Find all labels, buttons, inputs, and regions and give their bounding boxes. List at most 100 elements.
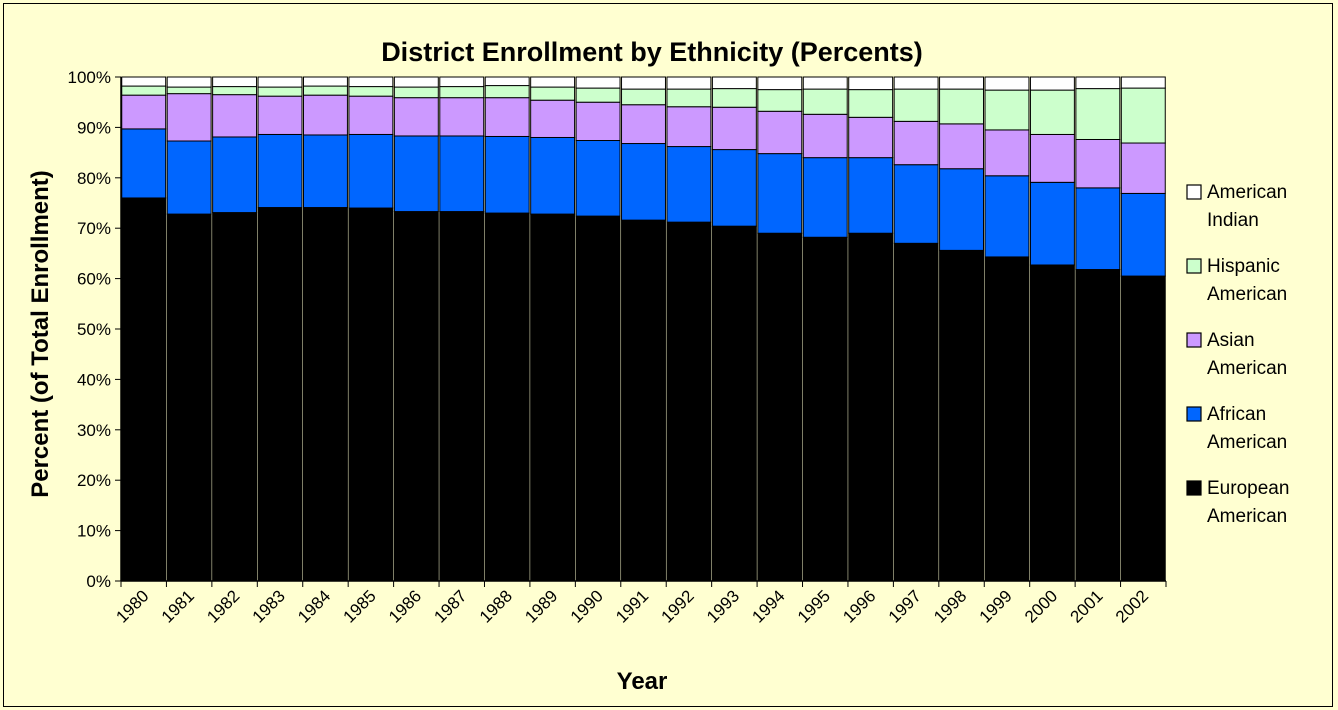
x-axis-title: Year	[617, 668, 668, 695]
bar-segment-american-indian-1983	[257, 76, 303, 88]
bar-segment-european-american-1982	[212, 212, 258, 582]
bar-segment-asian-american-1996	[848, 116, 894, 159]
y-tick-label: 100%	[68, 68, 111, 87]
legend: American Indian Hispanic American Asian Ameri…	[1186, 182, 1289, 527]
bar-segment-asian-american-1989	[530, 99, 576, 138]
bar-segment-european-american-2001	[1075, 269, 1121, 582]
bar-segment-asian-american-1983	[257, 95, 303, 135]
y-tick-label: 70%	[77, 219, 111, 238]
bar-segment-hispanic-american-1985	[348, 86, 394, 97]
y-tick-label: 30%	[77, 421, 111, 440]
x-tick-label: 1983	[249, 586, 289, 626]
legend-label-american-indian: Indian	[1207, 210, 1259, 231]
bar-segment-american-indian-1986	[393, 76, 439, 88]
y-tick-label: 50%	[77, 320, 111, 339]
bar-segment-american-indian-1980	[121, 76, 167, 87]
y-axis-title: Percent (of Total Enrollment)	[27, 170, 54, 498]
bar-segment-hispanic-american-1993	[711, 88, 757, 108]
bar-segment-european-american-1998	[939, 249, 985, 582]
bar-segment-african-american-1994	[757, 153, 803, 234]
bar-segment-african-american-1985	[348, 133, 394, 209]
x-tick-label: 1999	[976, 586, 1016, 626]
bar-segment-american-indian-1988	[484, 76, 530, 87]
bar-segment-asian-american-1988	[484, 97, 530, 137]
bar-segment-african-american-1991	[621, 143, 666, 221]
x-tick-label: 2000	[1021, 586, 1061, 626]
bar-segment-hispanic-american-1983	[257, 86, 303, 97]
bar-segment-european-american-1984	[302, 207, 348, 582]
bar-segment-african-american-1986	[393, 135, 439, 213]
bar-segment-european-american-1996	[848, 232, 894, 582]
bar-segment-european-american-1999	[984, 256, 1030, 582]
bar-segment-american-indian-1997	[893, 76, 939, 90]
bars-layer	[121, 76, 1166, 582]
bar-segment-african-american-1982	[212, 136, 258, 214]
chart-title: District Enrollment by Ethnicity (Percen…	[381, 37, 923, 67]
bar-segment-asian-american-1991	[621, 104, 666, 145]
bar-segment-american-indian-1990	[575, 76, 621, 89]
x-tick-label: 1987	[430, 586, 470, 626]
bar-segment-asian-american-1986	[393, 97, 439, 137]
bar-segment-hispanic-american-1994	[757, 89, 803, 112]
bar-segment-asian-american-2001	[1075, 138, 1121, 189]
legend-label-african-american: American	[1207, 432, 1287, 453]
legend-label-asian-american: American	[1207, 358, 1287, 379]
legend-swatch-american-indian	[1186, 184, 1202, 200]
bar-segment-european-american-1989	[530, 213, 576, 582]
bar-segment-african-american-2002	[1120, 192, 1166, 277]
bar-segment-african-american-1998	[939, 168, 985, 251]
bar-segment-european-american-1994	[757, 232, 803, 582]
legend-label-african-american: African	[1207, 404, 1266, 425]
x-tick-label: 1995	[794, 586, 834, 626]
bar-segment-hispanic-american-1995	[802, 88, 848, 115]
bar-segment-american-indian-1996	[848, 76, 894, 91]
bar-segment-american-indian-1984	[302, 76, 348, 87]
bar-segment-american-indian-1987	[439, 76, 485, 88]
bar-segment-hispanic-american-1988	[484, 85, 530, 99]
bar-segment-hispanic-american-1991	[621, 88, 666, 106]
bar-segment-european-american-1991	[621, 219, 666, 582]
bar-segment-african-american-2001	[1075, 187, 1121, 271]
bar-segment-european-american-2000	[1029, 264, 1075, 582]
bar-segment-asian-american-1987	[439, 97, 485, 137]
x-tick-label: 1992	[658, 586, 698, 626]
x-tick-label: 1990	[567, 586, 607, 626]
bar-segment-asian-american-2000	[1029, 133, 1075, 183]
bar-segment-american-indian-2001	[1075, 76, 1121, 90]
bar-segment-african-american-1987	[439, 135, 485, 213]
x-tick-label: 1997	[885, 586, 925, 626]
bar-segment-hispanic-american-2001	[1075, 88, 1121, 140]
bar-segment-hispanic-american-1984	[302, 85, 348, 96]
bar-segment-hispanic-american-1997	[893, 88, 939, 122]
bar-segment-asian-american-1995	[802, 113, 848, 159]
x-tick-label: 1996	[839, 586, 879, 626]
bar-segment-european-american-1992	[666, 221, 712, 582]
x-tick-label: 1981	[158, 586, 198, 626]
y-tick-label: 20%	[77, 471, 111, 490]
bar-segment-african-american-1996	[848, 157, 894, 234]
y-tick-label: 80%	[77, 169, 111, 188]
bar-segment-hispanic-american-1980	[121, 85, 167, 96]
bar-segment-european-american-1986	[393, 211, 439, 582]
bar-segment-american-indian-1994	[757, 76, 803, 91]
bar-segment-hispanic-american-1982	[212, 86, 258, 96]
legend-label-european-american: European	[1207, 478, 1289, 499]
legend-swatch-asian-american	[1186, 332, 1202, 348]
bar-segment-african-american-1992	[666, 146, 712, 223]
bar-segment-african-american-1997	[893, 164, 939, 244]
bar-segment-american-indian-1991	[621, 76, 666, 90]
x-tick-label: 1985	[340, 586, 380, 626]
x-tick-label: 2002	[1112, 586, 1152, 626]
x-tick-label: 1993	[703, 586, 743, 626]
bar-segment-asian-american-1985	[348, 95, 394, 135]
bar-segment-american-indian-1993	[711, 76, 757, 90]
bar-segment-hispanic-american-1992	[666, 88, 712, 108]
bar-segment-hispanic-american-2000	[1029, 89, 1075, 135]
bar-segment-hispanic-american-1998	[939, 88, 985, 125]
bar-segment-asian-american-1994	[757, 110, 803, 155]
bar-segment-asian-american-1981	[166, 93, 212, 142]
bar-segment-african-american-1983	[257, 133, 303, 209]
y-tick-label: 10%	[77, 522, 111, 541]
bar-segment-asian-american-1992	[666, 106, 712, 148]
bar-segment-african-american-1989	[530, 136, 576, 215]
